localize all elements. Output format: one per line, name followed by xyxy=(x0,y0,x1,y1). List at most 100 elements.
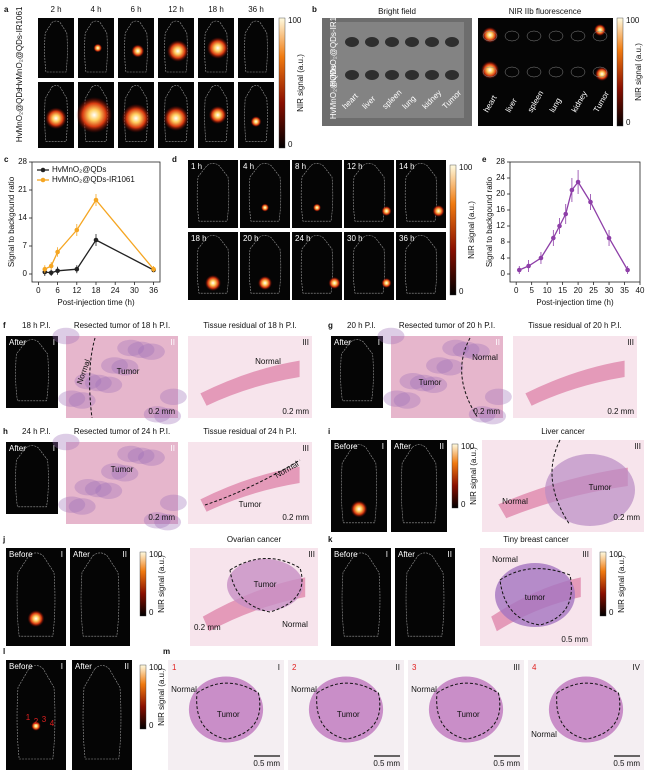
time-label: 6 h xyxy=(130,5,141,14)
data-point xyxy=(55,268,60,274)
tumor-region xyxy=(495,563,575,627)
mouse-outline xyxy=(82,665,122,760)
panel-letter: f xyxy=(3,321,6,330)
panel-letter: g xyxy=(328,321,333,330)
colorbar-min: 0 xyxy=(609,608,614,617)
time-label: 8 h xyxy=(295,162,306,171)
data-point xyxy=(48,270,54,276)
signal-glow xyxy=(258,276,272,290)
image-label: Before xyxy=(9,662,33,671)
mouse-outline xyxy=(300,163,334,222)
mouse-outline xyxy=(401,444,437,524)
mouse-outline xyxy=(248,235,282,294)
image-label: IV xyxy=(632,663,640,672)
image-label: II xyxy=(440,442,444,451)
time-label: 20 h xyxy=(243,234,259,243)
organ-outline xyxy=(526,30,542,42)
colorbar xyxy=(599,551,607,617)
y-tick-label: 28 xyxy=(18,157,27,166)
organ xyxy=(345,37,359,47)
time-label: 4 h xyxy=(90,5,101,14)
image-title: Tissue residual of 18 h P.I. xyxy=(203,321,296,330)
organ xyxy=(405,37,419,47)
signal-glow xyxy=(432,205,445,217)
x-tick-label: 15 xyxy=(558,286,567,295)
organ-outline xyxy=(482,30,498,42)
colorbar-title: NIR signal (a.u.) xyxy=(634,43,643,101)
x-axis-label: Post-injection time (h) xyxy=(536,298,614,307)
fluorescence-image xyxy=(72,660,132,770)
tissue-section xyxy=(428,676,504,743)
nir-image xyxy=(478,18,613,126)
signal-glow xyxy=(205,275,221,291)
fluorescence-image xyxy=(331,548,391,646)
data-point xyxy=(55,249,60,255)
fluorescence-image xyxy=(6,548,66,646)
image-title: Tiny breast cancer xyxy=(503,535,569,544)
organ xyxy=(365,70,379,80)
tumor-border xyxy=(196,682,261,740)
panel-letter: b xyxy=(312,5,317,14)
time-label: 12 h xyxy=(168,5,184,14)
colorbar xyxy=(278,17,286,149)
histology-texture xyxy=(58,390,86,407)
fluorescence-image xyxy=(292,160,342,228)
spot-label: 4 xyxy=(50,719,55,728)
row-label: HvMnO₂@QDs-IR1061 xyxy=(15,6,24,89)
organ-outline xyxy=(570,66,586,78)
colorbar xyxy=(616,17,624,127)
signal-glow xyxy=(595,67,609,81)
row-label: HvMnO₂@QDs xyxy=(15,88,24,142)
time-label: 20 h P.I. xyxy=(347,321,376,330)
image-label: After xyxy=(394,442,411,451)
tissue-strip xyxy=(200,360,300,406)
signal-glow xyxy=(328,277,341,289)
histology-texture xyxy=(479,407,507,425)
data-point xyxy=(526,263,531,269)
tumor-border xyxy=(499,568,572,626)
colorbar-max: 100 xyxy=(609,550,623,559)
image-label: I xyxy=(278,663,280,672)
histology-image xyxy=(66,336,178,418)
image-title: Tissue residual of 24 h P.I. xyxy=(203,427,296,436)
annotation: 0.2 mm xyxy=(148,407,175,416)
section-number: 3 xyxy=(412,663,417,672)
signal-glow xyxy=(207,37,229,59)
histology-texture xyxy=(420,376,448,394)
colorbar-title: NIR signal (a.u.) xyxy=(157,555,166,613)
signal-glow xyxy=(381,278,392,288)
data-point xyxy=(551,235,556,241)
time-label: 36 h xyxy=(248,5,264,14)
colorbar-max: 100 xyxy=(288,16,302,25)
legend-marker xyxy=(40,177,46,183)
panel-letter: m xyxy=(163,647,170,656)
legend-label: HvMnO₂@QDs-IR1061 xyxy=(52,175,135,184)
time-label: 12 h xyxy=(347,162,363,171)
tumor-border xyxy=(204,459,301,506)
histology-texture xyxy=(138,449,165,466)
colorbar-title: NIR signal (a.u.) xyxy=(157,668,166,726)
row-label: HvMnO₂@QDs-IR1061 xyxy=(329,3,338,86)
tissue-section xyxy=(548,676,624,743)
mouse-outline xyxy=(404,163,438,222)
colorbar-max: 100 xyxy=(459,163,473,172)
fluorescence-image xyxy=(344,160,394,228)
colorbar-max: 100 xyxy=(461,442,475,451)
panel-letter: c xyxy=(4,155,9,164)
y-tick-label: 20 xyxy=(496,189,505,198)
mouse-outline xyxy=(341,552,381,637)
annotation: 0.5 mm xyxy=(561,635,588,644)
signal-glow xyxy=(250,116,262,127)
colorbar xyxy=(449,164,457,296)
annotation: 0.2 mm xyxy=(607,407,634,416)
annotation: Normal xyxy=(411,685,437,694)
histology-texture xyxy=(117,445,145,463)
organ xyxy=(425,70,439,80)
colorbar-title: NIR signal (a.u.) xyxy=(469,447,478,505)
histology-texture xyxy=(159,494,187,512)
annotation: Tumor xyxy=(589,483,612,492)
tumor-border xyxy=(229,558,303,613)
y-axis-label: Signal to backgound ratio xyxy=(7,176,16,267)
colorbar-min: 0 xyxy=(149,721,154,730)
